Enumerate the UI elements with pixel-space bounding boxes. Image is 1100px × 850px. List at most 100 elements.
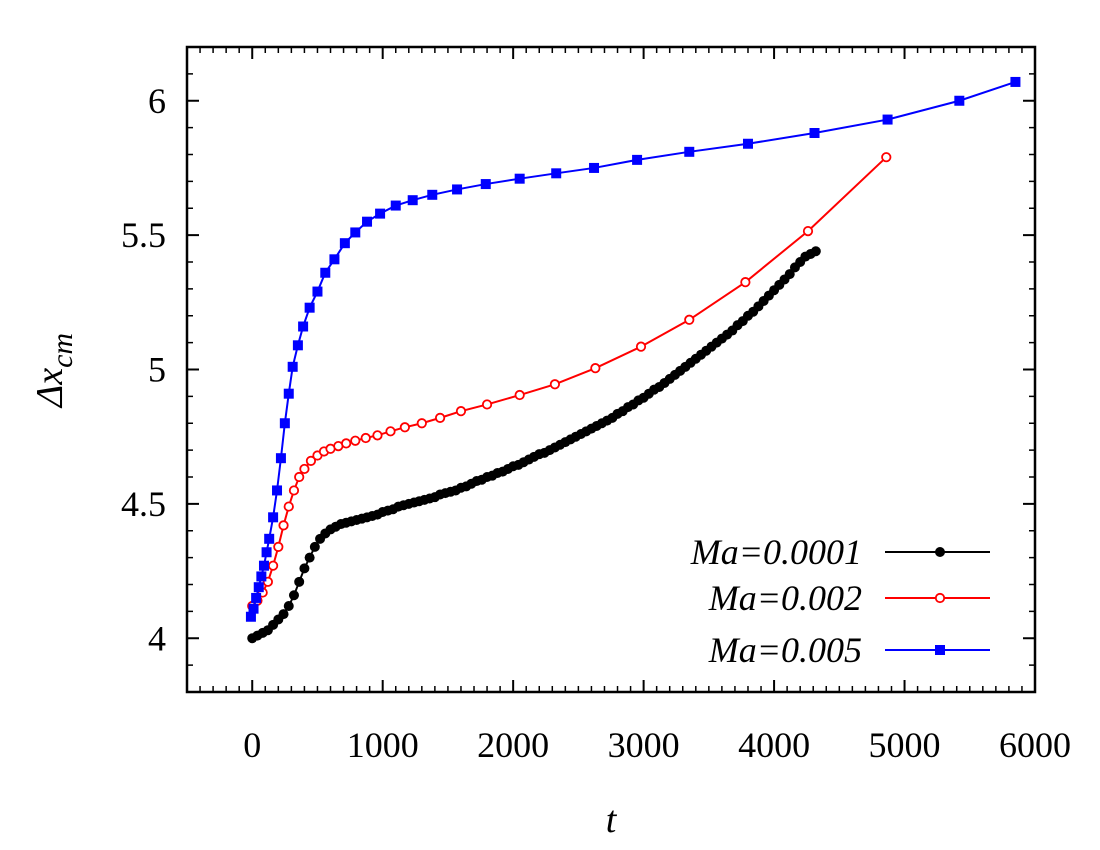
data-point xyxy=(385,426,396,437)
data-point xyxy=(292,340,303,351)
series-Ma=0.005 xyxy=(245,76,1021,622)
data-point xyxy=(299,563,310,574)
data-point xyxy=(258,560,269,571)
data-point xyxy=(742,138,753,149)
data-point xyxy=(294,471,305,483)
data-point xyxy=(268,560,279,571)
data-point xyxy=(248,603,259,614)
data-point xyxy=(341,438,352,449)
y-tick-label: 6 xyxy=(148,81,166,121)
data-point xyxy=(784,269,795,280)
legend: Ma=0.0001 Ma=0.002 Ma=0.005 xyxy=(690,532,990,670)
legend-label: Ma=0.002 xyxy=(708,578,862,618)
tick-labels: 0 1000 2000 3000 4000 5000 6000 4 4.5 5 5.5 6 xyxy=(121,81,1071,765)
data-point xyxy=(350,435,361,446)
data-point xyxy=(288,485,300,496)
data-point xyxy=(632,154,643,165)
data-point xyxy=(514,389,525,401)
y-axis-title-subscript: cm xyxy=(46,333,79,368)
data-point xyxy=(455,406,467,417)
data-point xyxy=(329,254,340,265)
series-layer xyxy=(245,76,1021,644)
data-point xyxy=(294,576,305,587)
data-point xyxy=(298,321,309,332)
data-point xyxy=(288,590,299,601)
data-point xyxy=(268,512,279,523)
data-point xyxy=(740,277,751,288)
data-point xyxy=(372,430,383,441)
data-point xyxy=(299,463,310,475)
y-tick-label: 5.5 xyxy=(121,215,166,255)
data-point xyxy=(275,453,286,464)
data-point xyxy=(514,173,525,184)
data-point xyxy=(954,95,965,106)
data-point xyxy=(549,379,561,390)
data-point xyxy=(1010,76,1021,87)
x-tick-label: 5000 xyxy=(869,725,941,765)
data-point xyxy=(589,162,600,173)
legend-swatch-marker xyxy=(935,645,945,655)
data-point xyxy=(481,399,493,410)
data-point xyxy=(635,341,647,352)
data-point xyxy=(416,418,427,429)
data-point xyxy=(279,418,290,429)
plot-frame xyxy=(185,45,1037,694)
legend-label: Ma=0.005 xyxy=(708,630,862,670)
y-axis-title-main: Δx xyxy=(29,368,71,409)
data-point xyxy=(434,412,446,423)
data-point xyxy=(551,168,562,179)
axis-ticks xyxy=(186,46,1036,693)
x-tick-label: 1000 xyxy=(347,725,419,765)
x-tick-label: 6000 xyxy=(999,725,1071,765)
data-point xyxy=(684,146,695,157)
y-axis-title: Δxcm xyxy=(29,333,79,409)
series-Ma=0.0001 xyxy=(247,246,821,644)
data-point xyxy=(278,520,289,531)
data-point xyxy=(452,184,463,195)
data-point xyxy=(312,286,323,297)
data-point xyxy=(251,592,262,603)
legend-label: Ma=0.0001 xyxy=(690,532,862,572)
data-point xyxy=(350,227,361,238)
data-point xyxy=(278,609,289,620)
data-point xyxy=(309,541,320,552)
data-point xyxy=(320,267,331,278)
y-tick-label: 4 xyxy=(148,618,166,658)
data-point xyxy=(304,302,315,313)
x-axis-title: t xyxy=(606,799,618,841)
data-point xyxy=(362,216,373,227)
data-point xyxy=(272,485,283,496)
x-tick-label: 0 xyxy=(243,725,261,765)
data-point xyxy=(881,152,892,163)
data-point xyxy=(802,225,814,237)
data-point xyxy=(590,363,601,374)
x-tick-label: 3000 xyxy=(608,725,680,765)
legend-swatch-marker xyxy=(934,592,946,604)
data-point xyxy=(480,179,491,190)
legend-swatch-marker xyxy=(935,547,945,557)
data-point xyxy=(261,547,272,558)
data-point xyxy=(245,611,256,622)
data-point xyxy=(375,208,386,219)
data-point xyxy=(390,200,401,211)
series-Ma=0.002 xyxy=(247,152,892,612)
data-point xyxy=(283,501,294,512)
data-point xyxy=(287,361,298,372)
svg-text:Δxcm: Δxcm xyxy=(29,333,79,409)
y-tick-label: 4.5 xyxy=(121,484,166,524)
data-point xyxy=(882,114,893,125)
data-point xyxy=(273,541,284,552)
data-point xyxy=(283,601,294,611)
data-point xyxy=(360,432,371,444)
y-tick-label: 5 xyxy=(148,350,166,390)
data-point xyxy=(684,314,695,325)
data-point xyxy=(256,571,267,582)
data-point xyxy=(339,238,350,249)
data-point xyxy=(810,246,821,257)
data-point xyxy=(305,455,317,466)
data-point xyxy=(253,582,264,593)
data-point xyxy=(399,422,410,433)
x-tick-label: 2000 xyxy=(477,725,549,765)
data-point xyxy=(809,128,820,138)
